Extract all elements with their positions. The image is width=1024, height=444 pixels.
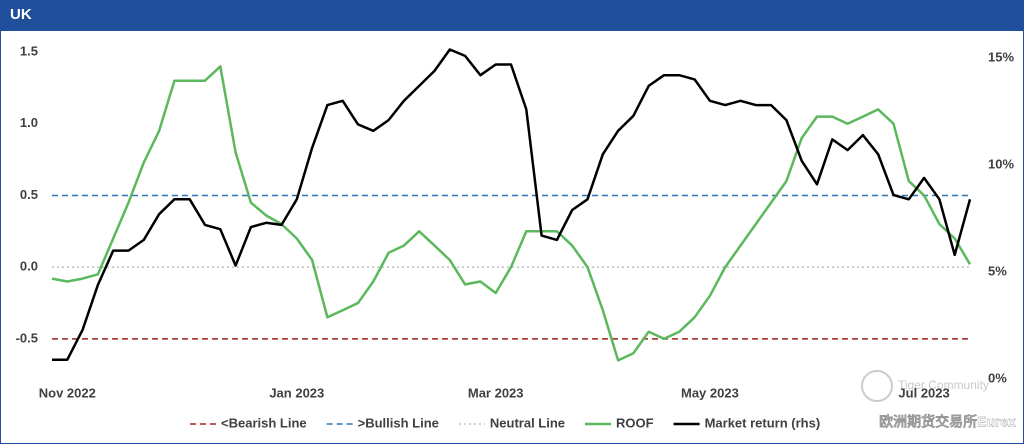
y2-tick-label: 0% [988,370,1007,385]
series-line [51,65,972,362]
header-bar [0,0,1024,30]
legend-label: ROOF [616,415,654,430]
x-tick-label: Mar 2023 [468,385,524,400]
y-tick-label: -0.5 [16,330,38,345]
chart-title: UK [10,6,32,23]
legend-label: >Bullish Line [358,415,439,430]
y2-tick-label: 10% [988,156,1014,171]
source: 欧洲期货交易所Eurex [879,414,1016,430]
x-tick-label: Jul 2023 [898,385,949,400]
series-line [52,48,972,361]
y2-tick-label: 15% [988,49,1014,64]
legend-label: Neutral Line [490,415,565,430]
y-tick-label: 0.5 [20,187,38,202]
frame [0,30,1024,444]
watermark: Tiger Community [898,378,989,392]
y2-tick-label: 5% [988,263,1007,278]
legend-label: <Bearish Line [221,415,307,430]
x-tick-label: May 2023 [681,385,739,400]
x-tick-label: Jan 2023 [269,385,324,400]
watermark-logo [861,370,893,402]
legend-label: Market return (rhs) [705,415,821,430]
y-tick-label: 0.0 [20,259,38,274]
y-tick-label: 1.5 [20,43,38,58]
y-tick-label: 1.0 [20,115,38,130]
x-tick-label: Nov 2022 [39,385,96,400]
